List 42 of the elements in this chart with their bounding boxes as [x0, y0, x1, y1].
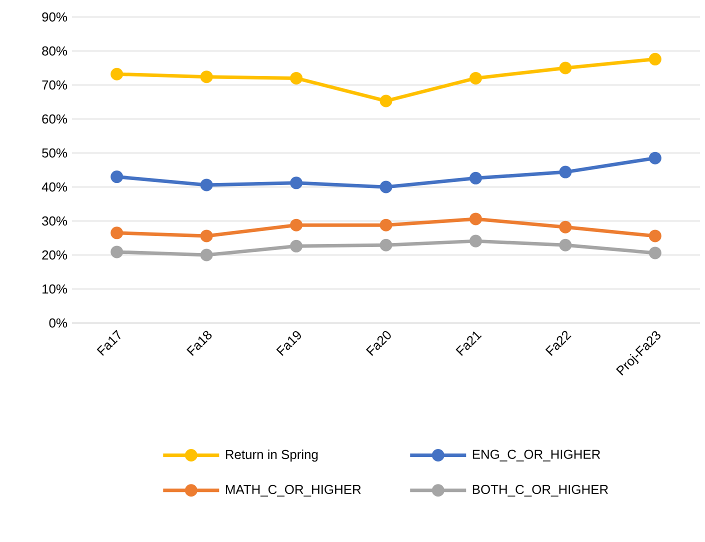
- point: [290, 72, 303, 84]
- y-tick-label: 90%: [42, 12, 68, 22]
- point: [380, 218, 392, 232]
- point: [559, 238, 572, 252]
- y-tick-label: 40%: [42, 182, 68, 192]
- point: [648, 52, 662, 66]
- y-tick-label: 10%: [42, 284, 68, 294]
- point: [110, 170, 124, 184]
- legend-label: Return in Spring: [226, 450, 318, 462]
- point: [200, 70, 213, 84]
- point: [648, 246, 662, 260]
- point: [469, 172, 482, 184]
- point: [290, 240, 303, 252]
- point: [648, 230, 662, 242]
- point: [648, 152, 662, 164]
- y-tick-label: 0%: [49, 318, 68, 328]
- point: [110, 246, 124, 258]
- point: [290, 176, 303, 190]
- point: [380, 238, 392, 252]
- y-tick-label: 80%: [42, 46, 68, 56]
- point: [559, 62, 572, 74]
- point: [469, 72, 482, 84]
- y-tick-label: 50%: [42, 148, 68, 158]
- legend-label: ENG_C_OR_HIGHER: [472, 450, 600, 462]
- point: [200, 230, 213, 242]
- point: [110, 68, 124, 80]
- point: [380, 94, 392, 108]
- legend-label: MATH_C_OR_HIGHER: [226, 484, 361, 497]
- point: [290, 218, 303, 232]
- legend-label: BOTH_C_OR_HIGHER: [472, 484, 608, 497]
- y-tick-label: 70%: [42, 80, 68, 90]
- point: [380, 180, 392, 194]
- point: [200, 248, 213, 262]
- y-tick-label: 60%: [42, 114, 68, 124]
- point: [469, 234, 482, 248]
- point: [559, 166, 572, 178]
- point: [469, 212, 482, 226]
- point: [200, 178, 213, 192]
- point: [559, 220, 572, 234]
- point: [110, 226, 124, 240]
- y-tick-label: 30%: [42, 216, 68, 226]
- y-tick-label: 20%: [42, 250, 68, 260]
